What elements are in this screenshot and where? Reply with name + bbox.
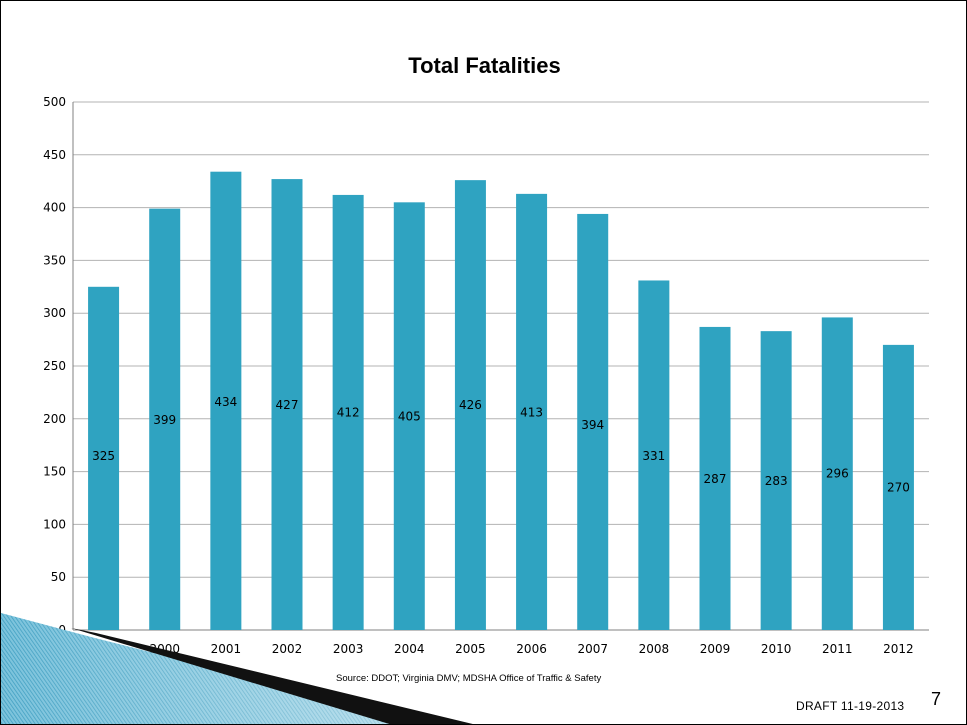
- bar-1999: [88, 286, 120, 630]
- bar-2003: [332, 194, 364, 631]
- y-tick-label: 150: [43, 465, 66, 479]
- x-tick-label: 2006: [516, 642, 547, 656]
- x-tick-label: 2003: [333, 642, 364, 656]
- bar-2010: [760, 331, 792, 630]
- data-label: 283: [765, 474, 788, 488]
- x-tick-label: 2008: [639, 642, 670, 656]
- corner-dark-stripe: [71, 628, 473, 724]
- data-label: 427: [276, 398, 299, 412]
- y-tick-label: 350: [43, 253, 66, 267]
- data-label: 325: [92, 449, 115, 463]
- data-label: 412: [337, 405, 360, 419]
- gridlines: [72, 101, 929, 631]
- page-number: 7: [931, 689, 942, 709]
- data-labels: 325 399 434 427 412 405 426 413 394 331 287 283 296 2…: [92, 395, 910, 495]
- bar-2008: [638, 280, 670, 630]
- data-label: 434: [214, 395, 237, 409]
- x-tick-label: 2001: [211, 642, 242, 656]
- chart-title: Total Fatalities: [408, 53, 561, 78]
- x-tick-label: 2011: [822, 642, 853, 656]
- data-label: 331: [642, 449, 665, 463]
- y-tick-label: 250: [43, 359, 66, 373]
- data-label: 426: [459, 398, 482, 412]
- x-tick-label: 2002: [272, 642, 303, 656]
- x-tick-label: 2005: [455, 642, 486, 656]
- y-tick-label: 300: [43, 306, 66, 320]
- x-tick-label: 2004: [394, 642, 425, 656]
- y-tick-label: 100: [43, 517, 66, 531]
- y-tick-label: 200: [43, 412, 66, 426]
- bar-2009: [699, 326, 731, 630]
- source-note: Source: DDOT; Virginia DMV; MDSHA Office…: [336, 673, 602, 684]
- draft-label: DRAFT 11-19-2013: [796, 699, 905, 713]
- bars: [88, 171, 914, 631]
- data-label: 394: [581, 418, 604, 432]
- y-tick-label: 50: [51, 570, 66, 584]
- bar-2004: [393, 202, 425, 630]
- bar-2012: [882, 344, 914, 630]
- bar-2011: [821, 317, 853, 630]
- data-label: 287: [704, 472, 727, 486]
- x-tick-label: 2012: [883, 642, 914, 656]
- data-label: 296: [826, 467, 849, 481]
- x-tick-label: 2009: [700, 642, 731, 656]
- data-label: 405: [398, 410, 421, 424]
- tick-labels: 0501001502002503003504004505001999200020…: [43, 95, 914, 656]
- bar-2000: [149, 208, 181, 630]
- data-label: 399: [153, 413, 176, 427]
- corner-fade-overlay: [1, 613, 434, 724]
- corner-decoration: [1, 613, 473, 724]
- y-tick-label: 450: [43, 148, 66, 162]
- data-label: 413: [520, 405, 543, 419]
- x-tick-label: 2010: [761, 642, 792, 656]
- bar-2007: [577, 213, 609, 630]
- bar-2002: [271, 179, 303, 630]
- data-label: 270: [887, 480, 910, 494]
- bar-2006: [516, 193, 548, 630]
- y-tick-label: 500: [43, 95, 66, 109]
- bar-2001: [210, 171, 242, 631]
- bar-2005: [454, 180, 486, 631]
- x-tick-label: 2007: [577, 642, 608, 656]
- y-tick-label: 400: [43, 201, 66, 215]
